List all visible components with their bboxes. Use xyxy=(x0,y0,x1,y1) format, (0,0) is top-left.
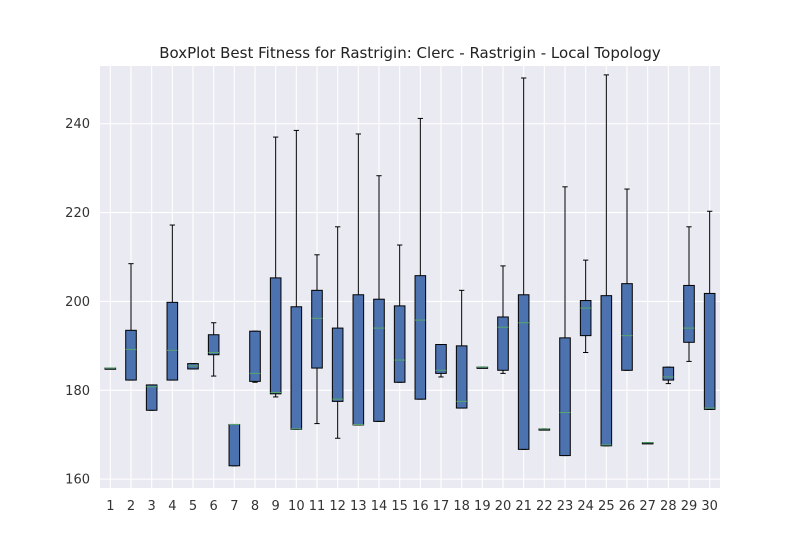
x-tick-label: 8 xyxy=(251,499,259,514)
x-tick-labels: 1 2 3 4 5 6 7 8 9 10 11 12 13 14 15 16 17 18 19 20 21 22 23 24 2… xyxy=(106,499,718,514)
x-tick-label: 23 xyxy=(557,499,574,514)
y-tick-label: 200 xyxy=(65,295,90,310)
x-tick-label: 7 xyxy=(230,499,238,514)
x-tick-label: 2 xyxy=(127,499,135,514)
box-iqr xyxy=(331,327,344,402)
box-iqr xyxy=(414,275,427,400)
box-24 xyxy=(579,259,592,354)
x-tick-label: 17 xyxy=(433,499,450,514)
x-tick-label: 15 xyxy=(391,499,408,514)
x-tick-label: 30 xyxy=(701,499,718,514)
box-16 xyxy=(414,117,427,400)
x-tick-label: 9 xyxy=(272,499,280,514)
box-10 xyxy=(290,129,303,430)
x-tick-label: 21 xyxy=(515,499,532,514)
x-tick-label: 6 xyxy=(210,499,218,514)
x-tick-label: 19 xyxy=(474,499,491,514)
box-iqr xyxy=(145,384,158,411)
x-tick-label: 16 xyxy=(412,499,429,514)
x-tick-label: 10 xyxy=(288,499,305,514)
box-19 xyxy=(476,366,489,369)
box-28 xyxy=(662,366,675,385)
box-30 xyxy=(703,210,716,410)
x-tick-label: 5 xyxy=(189,499,197,514)
box-26 xyxy=(621,188,633,371)
box-7 xyxy=(228,423,241,467)
box-22 xyxy=(538,428,551,431)
box-iqr xyxy=(600,295,613,447)
box-iqr xyxy=(393,305,406,383)
box-18 xyxy=(455,289,468,409)
y-tick-label: 160 xyxy=(65,473,90,488)
box-15 xyxy=(393,244,406,383)
x-tick-label: 13 xyxy=(350,499,367,514)
box-4 xyxy=(166,224,179,381)
box-iqr xyxy=(621,283,633,371)
box-14 xyxy=(373,175,385,422)
box-iqr xyxy=(373,298,385,422)
x-tick-label: 4 xyxy=(168,499,176,514)
x-tick-label: 11 xyxy=(309,499,326,514)
y-tick-label: 180 xyxy=(65,384,90,399)
box-iqr xyxy=(559,337,571,457)
box-iqr xyxy=(455,345,468,409)
box-iqr xyxy=(435,344,447,374)
box-29 xyxy=(683,226,695,362)
x-tick-label: 24 xyxy=(577,499,594,514)
box-iqr xyxy=(703,292,716,410)
box-iqr xyxy=(517,294,530,450)
box-17 xyxy=(435,344,447,378)
x-tick-label: 28 xyxy=(660,499,677,514)
x-tick-label: 18 xyxy=(453,499,470,514)
box-5 xyxy=(187,363,199,370)
x-tick-label: 3 xyxy=(148,499,156,514)
box-1 xyxy=(104,367,117,370)
box-8 xyxy=(249,330,261,383)
box-12 xyxy=(331,226,344,439)
box-iqr xyxy=(683,284,695,343)
x-tick-label: 12 xyxy=(329,499,346,514)
box-iqr xyxy=(269,277,282,395)
box-iqr xyxy=(290,306,303,430)
box-25 xyxy=(600,74,613,447)
x-tick-label: 26 xyxy=(619,499,636,514)
box-iqr xyxy=(311,289,323,369)
x-tick-label: 1 xyxy=(106,499,114,514)
box-2 xyxy=(125,263,137,381)
box-iqr xyxy=(497,316,509,371)
box-9 xyxy=(269,136,282,398)
box-iqr xyxy=(352,294,365,426)
y-tick-label: 240 xyxy=(65,117,90,132)
box-series xyxy=(104,74,716,467)
box-13 xyxy=(352,133,365,426)
box-iqr xyxy=(662,366,675,381)
plot-area xyxy=(100,66,720,488)
x-tick-label: 14 xyxy=(371,499,388,514)
box-3 xyxy=(145,384,158,411)
x-tick-label: 25 xyxy=(598,499,615,514)
box-11 xyxy=(311,254,323,425)
box-23 xyxy=(559,186,571,457)
y-tick-label: 220 xyxy=(65,206,90,221)
x-tick-label: 27 xyxy=(639,499,656,514)
y-tick-labels: 160 180 200 220 240 xyxy=(65,117,90,487)
x-tick-label: 22 xyxy=(536,499,553,514)
chart-title: BoxPlot Best Fitness for Rastrigin: Cler… xyxy=(159,44,661,62)
x-tick-label: 29 xyxy=(681,499,698,514)
box-6 xyxy=(207,322,220,377)
box-27 xyxy=(641,442,654,445)
box-20 xyxy=(497,265,509,374)
box-iqr xyxy=(579,300,592,337)
box-iqr xyxy=(166,301,179,381)
box-iqr xyxy=(228,423,241,467)
box-iqr xyxy=(249,330,261,382)
x-tick-label: 20 xyxy=(495,499,512,514)
box-iqr xyxy=(207,334,220,356)
box-iqr xyxy=(125,329,137,381)
box-21 xyxy=(517,77,530,450)
